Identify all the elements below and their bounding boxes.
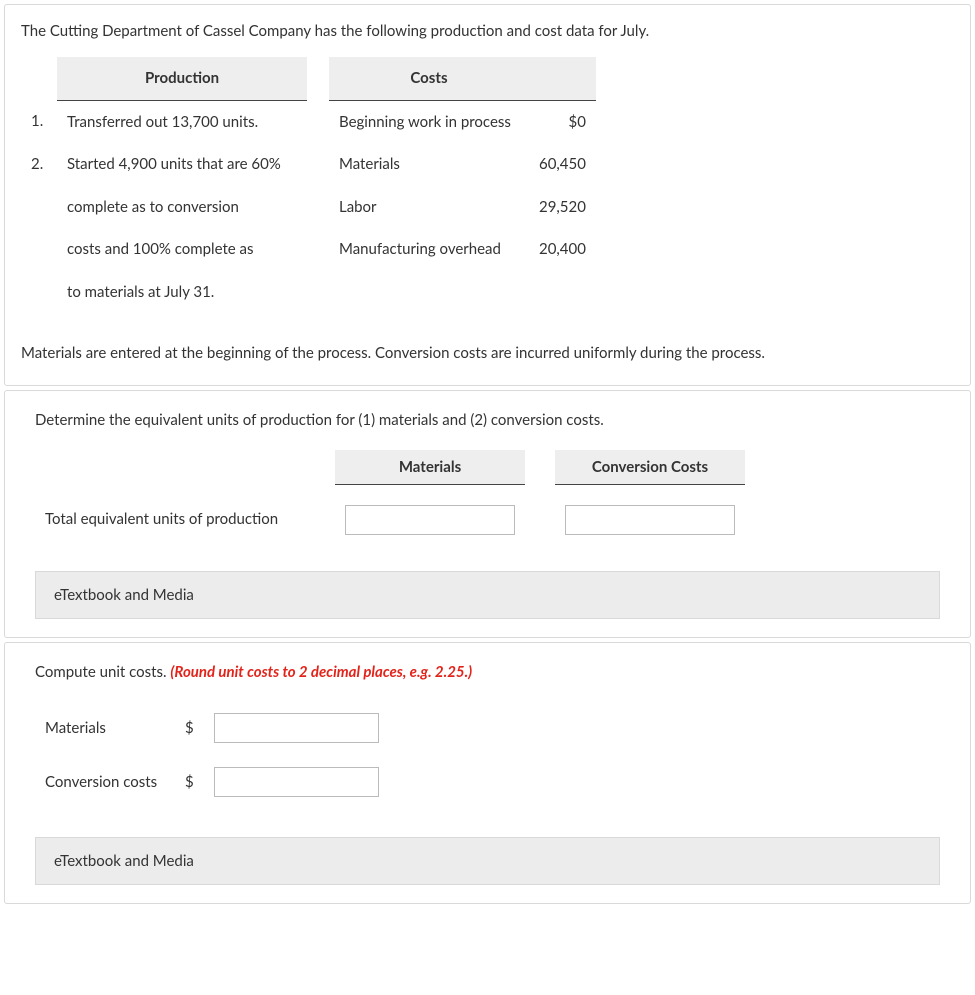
etextbook-media-button[interactable]: eTextbook and Media bbox=[35, 837, 940, 885]
part1-prompt: Determine the equivalent units of produc… bbox=[35, 409, 940, 432]
cost-value bbox=[529, 271, 596, 314]
part2-prompt-plain: Compute unit costs. bbox=[35, 663, 170, 681]
part2-card: Compute unit costs. (Round unit costs to… bbox=[4, 642, 971, 905]
row-num: 2. bbox=[21, 143, 57, 186]
currency-symbol: $ bbox=[175, 701, 204, 755]
unit-costs-table: Materials $ Conversion costs $ bbox=[35, 701, 389, 809]
problem-note: Materials are entered at the beginning o… bbox=[21, 341, 954, 365]
row-num: 1. bbox=[21, 100, 57, 143]
input-conversion-eu[interactable] bbox=[565, 505, 735, 535]
input-materials-unit-cost[interactable] bbox=[214, 713, 379, 743]
cost-label: Manufacturing overhead bbox=[329, 228, 529, 271]
etextbook-media-button[interactable]: eTextbook and Media bbox=[35, 571, 940, 619]
prod-text: complete as to conversion bbox=[57, 186, 307, 229]
cost-label: Materials bbox=[329, 143, 529, 186]
problem-intro: The Cutting Department of Cassel Company… bbox=[21, 19, 954, 43]
cost-label: Beginning work in process bbox=[329, 100, 529, 143]
cost-value: 60,450 bbox=[529, 143, 596, 186]
prod-text: costs and 100% complete as bbox=[57, 228, 307, 271]
col-header-conversion: Conversion Costs bbox=[555, 450, 745, 485]
header-costs-val bbox=[529, 57, 596, 100]
prod-text: Transferred out 13,700 units. bbox=[57, 100, 307, 143]
cost-label bbox=[329, 271, 529, 314]
row-label-total-eu: Total equivalent units of production bbox=[35, 484, 335, 543]
part2-prompt-red: (Round unit costs to 2 decimal places, e… bbox=[170, 663, 472, 681]
cost-value: $0 bbox=[529, 100, 596, 143]
col-header-materials: Materials bbox=[335, 450, 525, 485]
problem-card: The Cutting Department of Cassel Company… bbox=[4, 4, 971, 386]
input-conversion-unit-cost[interactable] bbox=[214, 767, 379, 797]
row-num bbox=[21, 271, 57, 314]
label-conversion-cost: Conversion costs bbox=[35, 755, 175, 809]
header-production: Production bbox=[57, 57, 307, 100]
prod-text: to materials at July 31. bbox=[57, 271, 307, 314]
prod-text: Started 4,900 units that are 60% bbox=[57, 143, 307, 186]
part1-card: Determine the equivalent units of produc… bbox=[4, 390, 971, 638]
header-costs: Costs bbox=[329, 57, 529, 100]
cost-value: 29,520 bbox=[529, 186, 596, 229]
row-num bbox=[21, 228, 57, 271]
cost-value: 20,400 bbox=[529, 228, 596, 271]
label-materials-cost: Materials bbox=[35, 701, 175, 755]
part2-prompt: Compute unit costs. (Round unit costs to… bbox=[35, 661, 940, 684]
currency-symbol: $ bbox=[175, 755, 204, 809]
cost-label: Labor bbox=[329, 186, 529, 229]
input-materials-eu[interactable] bbox=[345, 505, 515, 535]
equivalent-units-table: Materials Conversion Costs Total equival… bbox=[35, 450, 745, 543]
row-num bbox=[21, 186, 57, 229]
production-costs-table: Production Costs 1. Transferred out 13,7… bbox=[21, 57, 596, 313]
